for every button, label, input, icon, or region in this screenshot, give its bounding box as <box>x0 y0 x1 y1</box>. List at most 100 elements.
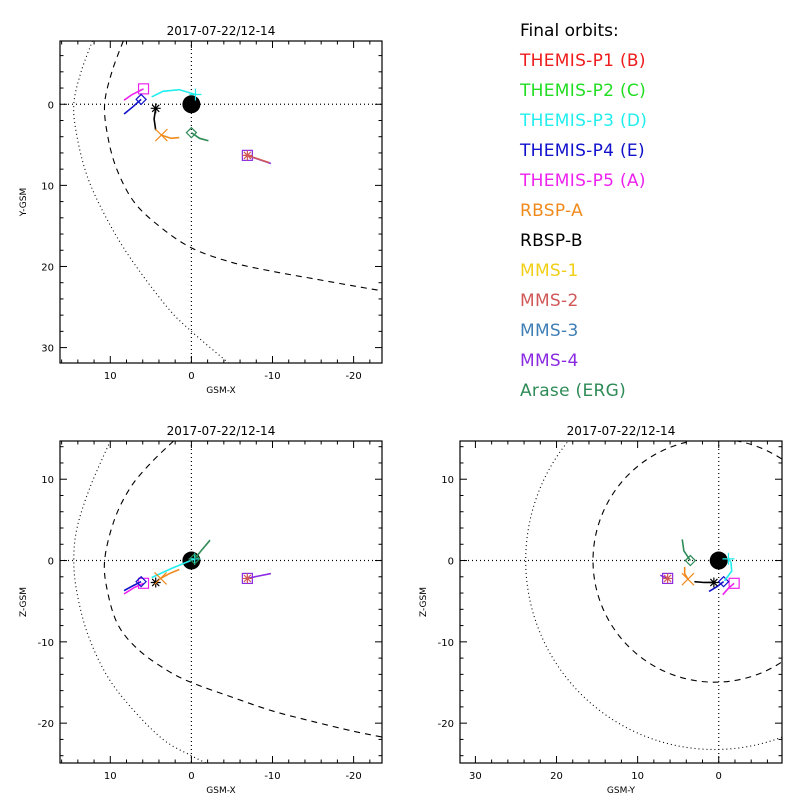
y-axis-label: Z-GSM <box>19 587 29 617</box>
legend-item-themis-p1: THEMIS-P1 (B) <box>520 51 646 71</box>
y-tick-label: -10 <box>438 638 454 649</box>
y-tick-label: 20 <box>41 262 54 273</box>
magnetopause-curve <box>103 41 382 292</box>
square-marker <box>728 577 740 589</box>
orbit-trace <box>190 131 209 142</box>
y-tick-label: 10 <box>441 475 454 486</box>
series-mms-2 <box>662 573 673 584</box>
earth-icon <box>709 551 728 570</box>
square-marker <box>137 83 150 95</box>
legend: Final orbits: THEMIS-P1 (B) THEMIS-P2 (C)… <box>520 16 647 406</box>
x-marker <box>681 572 695 586</box>
legend-item-mms-4: MMS-4 <box>520 351 579 371</box>
diamond-marker <box>684 554 697 567</box>
x-tick-label: 20 <box>550 771 563 782</box>
orbit-trace <box>247 572 272 580</box>
bow-shock-curve <box>73 41 230 363</box>
x-axis-label: GSM-X <box>206 386 235 396</box>
legend-item-themis-p4: THEMIS-P4 (E) <box>520 141 645 161</box>
series-themis-p4-e <box>708 575 730 593</box>
magnetopause-curve <box>592 441 782 683</box>
magnetopause-curve <box>103 441 382 738</box>
series-rbsp-a <box>681 567 695 586</box>
diamond-marker <box>717 575 730 588</box>
series-mms-2 <box>242 150 270 164</box>
series-rbsp-b <box>694 577 719 588</box>
asterisk-marker <box>242 573 253 584</box>
x-marker <box>154 571 167 585</box>
series-mms-2 <box>242 573 253 584</box>
x-tick-label: -20 <box>345 371 361 382</box>
panel-yz-plane: 2017-07-22/12-14 GSM-Y Z-GSM 30 20 10 0 10 0 -10 -… <box>419 424 783 796</box>
y-axis-label: Z-GSM <box>419 587 429 617</box>
x-tick-label: 10 <box>104 771 117 782</box>
panel-xy-plane: 2017-07-22/12-14 GSM-X Y-GSM 10 0 -10 -20 0 10 20… <box>19 24 383 396</box>
orbit-trace <box>151 558 195 579</box>
panel-title: 2017-07-22/12-14 <box>167 24 276 38</box>
legend-item-rbsp-b: RBSP-B <box>520 231 583 251</box>
y-tick-label: -20 <box>438 719 454 730</box>
bow-shock-curve <box>525 441 782 751</box>
legend-item-mms-1: MMS-1 <box>520 261 579 281</box>
series-arase-erg <box>185 126 209 142</box>
diamond-marker <box>135 93 147 106</box>
series-arase-erg <box>188 539 211 565</box>
y-tick-label: -10 <box>38 638 54 649</box>
asterisk-marker <box>662 573 673 584</box>
series-themis-p4-e <box>123 93 147 115</box>
axis-ticks <box>460 441 782 763</box>
x-axis-label: GSM-Y <box>607 786 636 796</box>
legend-item-arase: Arase (ERG) <box>520 381 627 401</box>
orbit-trace <box>123 582 144 595</box>
legend-item-themis-p3: THEMIS-P3 (D) <box>520 111 648 131</box>
legend-item-mms-3: MMS-3 <box>520 321 579 341</box>
diamond-marker <box>185 126 198 139</box>
series-themis-p3-d <box>722 552 735 582</box>
diamond-marker <box>135 575 147 588</box>
orbit-trace <box>160 568 180 580</box>
earth-icon <box>182 95 201 114</box>
orbit-trace <box>123 580 142 592</box>
diamond-marker <box>188 553 201 565</box>
y-tick-label: 0 <box>48 100 54 111</box>
plot-frame <box>59 440 383 764</box>
y-axis-label: Y-GSM <box>19 188 29 217</box>
series-rbsp-a <box>154 128 180 142</box>
panel-title: 2017-07-22/12-14 <box>167 424 276 438</box>
y-tick-label: 0 <box>448 557 454 568</box>
panel-xz-plane: 2017-07-22/12-14 GSM-X Z-GSM 10 0 -10 -20 10 0 -1… <box>19 424 383 796</box>
axis-ticks <box>60 441 382 763</box>
plot-frame <box>59 40 383 364</box>
x-tick-label: 0 <box>188 371 194 382</box>
x-tick-label: 0 <box>188 771 194 782</box>
asterisk-marker <box>708 577 719 588</box>
panel-title: 2017-07-22/12-14 <box>567 424 676 438</box>
bow-shock-curve <box>73 441 207 763</box>
orbit-trace <box>161 134 180 140</box>
x-axis-label: GSM-X <box>206 786 235 796</box>
legend-title: Final orbits: <box>520 21 619 41</box>
asterisk-marker <box>150 103 161 114</box>
legend-item-themis-p5: THEMIS-P5 (A) <box>520 171 646 191</box>
x-tick-label: 10 <box>631 771 644 782</box>
series-themis-p3-d <box>151 88 202 101</box>
series-themis-p5-a <box>722 577 740 596</box>
x-tick-label: 30 <box>469 771 482 782</box>
orbit-trace <box>247 154 270 164</box>
y-tick-label: 30 <box>41 344 54 355</box>
asterisk-marker <box>242 150 253 161</box>
y-tick-label: 10 <box>41 181 54 192</box>
y-tick-label: -20 <box>38 719 54 730</box>
orbit-trace <box>723 558 733 582</box>
y-tick-label: 10 <box>41 475 54 486</box>
series-themis-p4-e <box>123 575 147 592</box>
legend-item-rbsp-a: RBSP-A <box>520 201 584 221</box>
series-arase-erg <box>681 539 697 567</box>
x-tick-label: 10 <box>104 371 117 382</box>
x-tick-label: 0 <box>716 771 722 782</box>
plus-marker <box>189 88 202 101</box>
orbit-trace <box>722 582 735 596</box>
axis-ticks <box>60 41 382 363</box>
orbit-trace <box>151 88 196 98</box>
